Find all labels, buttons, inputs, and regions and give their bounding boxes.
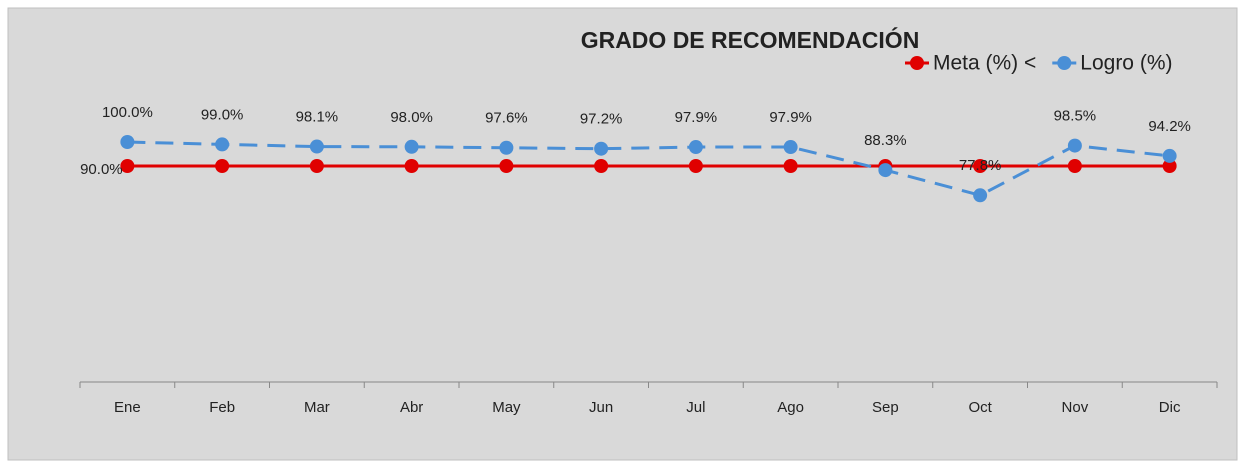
data-point bbox=[215, 137, 230, 152]
legend-label: Logro (%) bbox=[1080, 52, 1172, 75]
legend-marker bbox=[1057, 56, 1072, 70]
x-tick-label: Oct bbox=[968, 399, 992, 416]
data-point bbox=[120, 135, 135, 149]
data-point bbox=[1067, 159, 1082, 173]
data-point bbox=[1162, 159, 1177, 173]
data-point bbox=[1162, 148, 1177, 163]
x-tick-label: Nov bbox=[1062, 399, 1089, 416]
x-tick-label: Sep bbox=[872, 399, 899, 416]
data-label: 98.0% bbox=[390, 109, 433, 126]
data-label: 100.0% bbox=[102, 104, 153, 121]
data-point bbox=[499, 140, 514, 155]
legend-label: Meta (%) < bbox=[933, 52, 1036, 75]
chart-area bbox=[7, 7, 1238, 461]
data-point bbox=[499, 159, 514, 173]
data-label: 98.5% bbox=[1054, 108, 1097, 125]
data-label: 97.9% bbox=[769, 109, 812, 126]
data-point bbox=[783, 159, 798, 173]
legend-marker bbox=[910, 56, 924, 70]
data-label: 97.2% bbox=[580, 111, 623, 128]
x-tick-label: Abr bbox=[400, 399, 423, 416]
x-tick-label: May bbox=[492, 399, 521, 416]
data-point bbox=[120, 159, 135, 173]
data-point bbox=[878, 163, 893, 178]
data-point bbox=[309, 139, 324, 154]
x-tick-label: Mar bbox=[304, 399, 330, 416]
x-tick-label: Feb bbox=[209, 399, 235, 416]
data-point bbox=[215, 159, 230, 173]
chart-title: GRADO DE RECOMENDACIÓN bbox=[581, 26, 920, 53]
data-point bbox=[688, 159, 703, 173]
data-label: 97.6% bbox=[485, 110, 528, 127]
x-tick-label: Dic bbox=[1159, 399, 1181, 416]
data-label: 94.2% bbox=[1148, 118, 1191, 135]
data-label: 99.0% bbox=[201, 106, 244, 123]
x-tick-label: Jun bbox=[589, 399, 613, 416]
data-label: 98.1% bbox=[296, 109, 339, 126]
data-point bbox=[594, 141, 609, 156]
data-point bbox=[404, 159, 419, 173]
data-label: 77.8% bbox=[959, 157, 1002, 174]
x-tick-label: Jul bbox=[686, 399, 705, 416]
data-point bbox=[688, 140, 703, 155]
data-point bbox=[783, 140, 798, 155]
data-point bbox=[594, 159, 609, 173]
x-tick-label: Ago bbox=[777, 399, 804, 416]
data-label: 97.9% bbox=[675, 109, 718, 126]
series-line bbox=[127, 140, 1170, 197]
x-tick-label: Ene bbox=[114, 399, 141, 416]
data-label: 90.0% bbox=[80, 161, 123, 178]
data-point bbox=[1067, 138, 1082, 153]
data-point bbox=[404, 139, 419, 154]
data-point bbox=[309, 159, 324, 173]
data-label: 88.3% bbox=[864, 132, 907, 149]
data-point bbox=[973, 159, 988, 173]
data-point bbox=[973, 188, 988, 203]
